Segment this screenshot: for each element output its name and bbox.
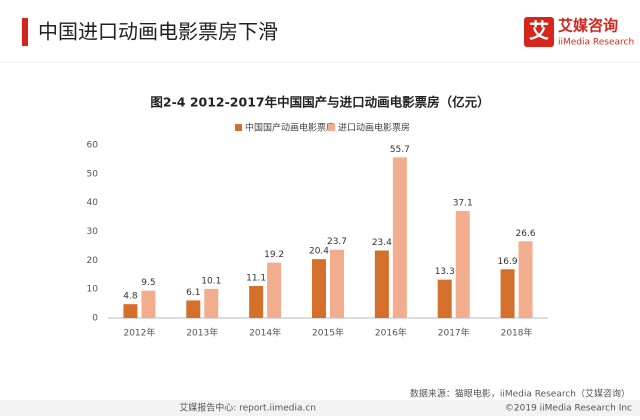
y-tick-label: 0 bbox=[92, 314, 98, 324]
value-label: 23.4 bbox=[372, 238, 392, 248]
value-label: 16.9 bbox=[498, 257, 518, 267]
title-accent bbox=[22, 18, 28, 46]
value-label: 9.5 bbox=[141, 278, 155, 288]
bar bbox=[518, 241, 533, 318]
value-label: 6.1 bbox=[186, 288, 200, 298]
x-tick-label: 2018年 bbox=[501, 327, 533, 339]
y-tick-label: 40 bbox=[87, 198, 99, 208]
bar bbox=[204, 288, 219, 318]
bar bbox=[455, 211, 470, 318]
y-tick-label: 10 bbox=[87, 285, 99, 295]
x-tick-label: 2016年 bbox=[375, 327, 407, 339]
footer-copyright: ©2019 iiMedia Research Inc bbox=[505, 404, 632, 414]
value-label: 23.7 bbox=[327, 237, 347, 247]
value-label: 19.2 bbox=[264, 250, 284, 260]
x-tick-label: 2013年 bbox=[186, 327, 218, 339]
chart-title: 图2-4 2012-2017年中国国产与进口动画电影票房（亿元） bbox=[150, 95, 489, 110]
logo-name: 艾媒咨询 bbox=[558, 17, 618, 35]
x-tick-label: 2015年 bbox=[312, 327, 344, 339]
bar bbox=[392, 157, 407, 318]
y-tick-label: 50 bbox=[87, 169, 99, 179]
logo-box bbox=[524, 17, 554, 47]
bar bbox=[141, 290, 156, 318]
bar bbox=[500, 269, 515, 318]
bar bbox=[186, 300, 201, 318]
value-label: 26.6 bbox=[516, 229, 536, 239]
legend-label: 进口动画电影票房 bbox=[338, 122, 410, 134]
bar bbox=[312, 259, 326, 318]
bar bbox=[330, 249, 344, 318]
page-title: 中国进口动画电影票房下滑 bbox=[38, 20, 278, 44]
value-label: 37.1 bbox=[453, 199, 473, 209]
logo-icon: 艾 bbox=[529, 19, 549, 43]
value-label: 11.1 bbox=[246, 273, 266, 283]
footer-bar bbox=[0, 400, 640, 416]
bar bbox=[123, 304, 138, 318]
y-tick-label: 60 bbox=[87, 141, 99, 151]
value-label: 13.3 bbox=[435, 267, 455, 277]
bar bbox=[374, 250, 389, 318]
value-label: 20.4 bbox=[309, 247, 329, 257]
bar bbox=[249, 285, 264, 318]
legend-label: 中国国产动画电影票房 bbox=[245, 122, 335, 134]
footer-site: 艾媒报告中心: report.iimedia.cn bbox=[179, 402, 316, 414]
logo-sub: iiMedia Research bbox=[558, 38, 634, 48]
legend: 中国国产动画电影票房 进口动画电影票房 bbox=[235, 122, 410, 134]
y-tick-label: 20 bbox=[87, 256, 99, 266]
x-tick-label: 2017年 bbox=[438, 327, 470, 339]
value-label: 10.1 bbox=[201, 276, 221, 286]
legend-swatch bbox=[235, 124, 242, 131]
value-label: 55.7 bbox=[390, 145, 410, 155]
x-tick-label: 2014年 bbox=[249, 327, 281, 339]
value-label: 4.8 bbox=[123, 292, 138, 302]
legend-swatch bbox=[328, 124, 335, 131]
source: 数据来源：猫眼电影，iiMedia Research（艾媒咨询） bbox=[410, 388, 630, 400]
bar bbox=[267, 262, 282, 318]
y-tick-label: 30 bbox=[87, 227, 99, 237]
bar bbox=[437, 279, 452, 318]
x-tick-label: 2012年 bbox=[123, 327, 155, 339]
